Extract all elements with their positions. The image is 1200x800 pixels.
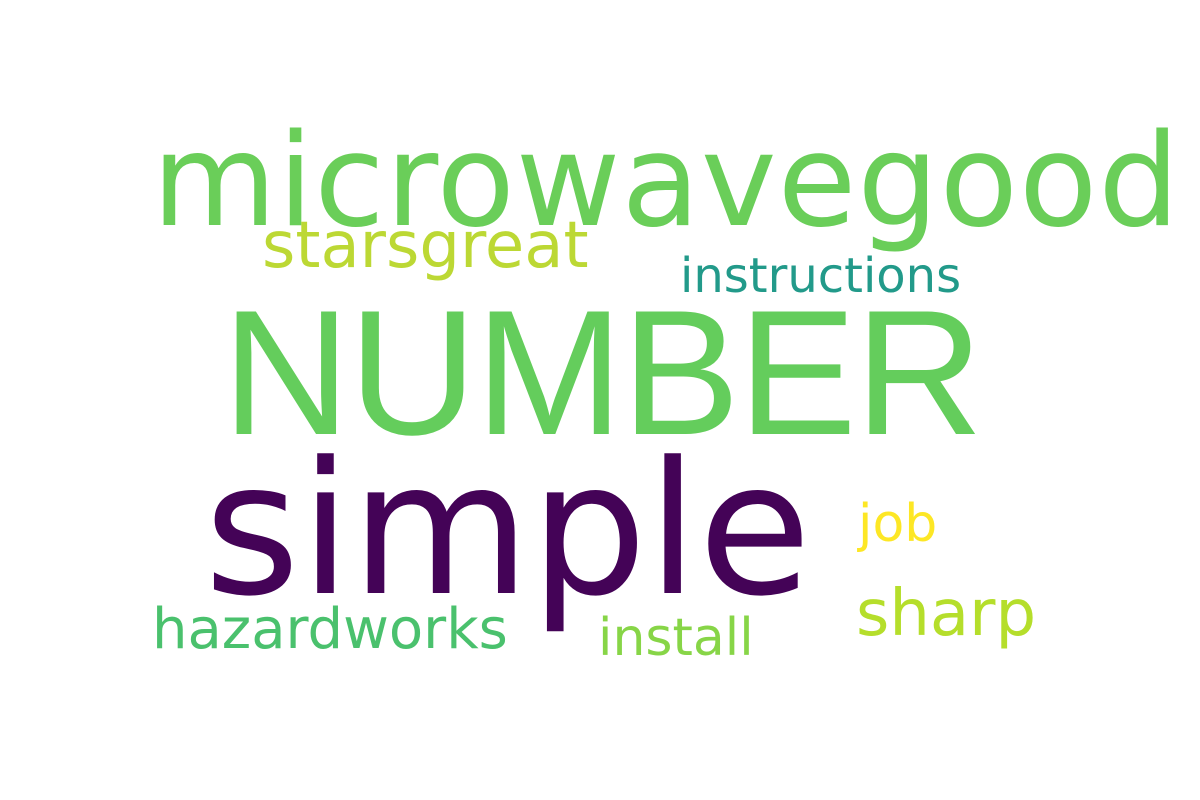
word-number: NUMBER	[222, 273, 983, 472]
word-microwavegood: microwavegood	[152, 107, 1181, 256]
word-job: job	[858, 494, 938, 554]
word-install: install	[598, 608, 754, 668]
word-sharp: sharp	[856, 577, 1037, 651]
word-starsgreat: starsgreat	[262, 209, 589, 283]
word-hazardworks: hazardworks	[152, 597, 508, 662]
word-simple: simple	[204, 423, 812, 637]
word-instructions: instructions	[680, 248, 962, 304]
